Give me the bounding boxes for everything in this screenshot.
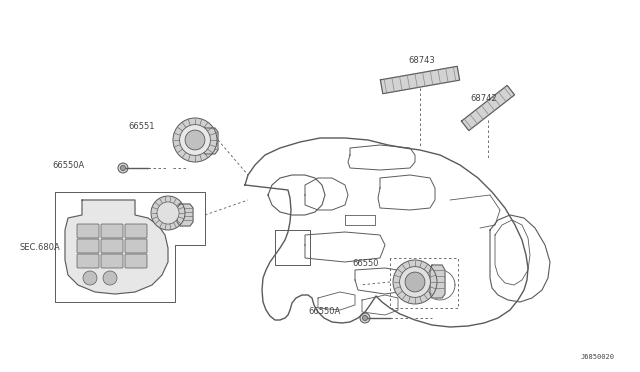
FancyBboxPatch shape: [125, 239, 147, 253]
Circle shape: [120, 166, 125, 170]
Circle shape: [83, 271, 97, 285]
Text: 66551: 66551: [128, 122, 154, 131]
Text: 68743: 68743: [408, 55, 435, 64]
Circle shape: [399, 267, 430, 297]
FancyBboxPatch shape: [125, 224, 147, 238]
Circle shape: [118, 163, 128, 173]
Circle shape: [173, 118, 217, 162]
FancyBboxPatch shape: [101, 224, 123, 238]
Text: SEC.680A: SEC.680A: [20, 244, 61, 253]
Polygon shape: [430, 265, 445, 298]
Polygon shape: [65, 200, 168, 294]
Polygon shape: [177, 204, 193, 226]
FancyBboxPatch shape: [77, 239, 99, 253]
FancyBboxPatch shape: [101, 254, 123, 268]
Text: 66550: 66550: [352, 260, 378, 269]
Text: 66550A: 66550A: [52, 160, 84, 170]
Text: 68742: 68742: [470, 93, 497, 103]
Circle shape: [151, 196, 185, 230]
FancyBboxPatch shape: [101, 239, 123, 253]
FancyBboxPatch shape: [77, 254, 99, 268]
Circle shape: [405, 272, 425, 292]
Circle shape: [180, 125, 211, 155]
Polygon shape: [380, 66, 460, 94]
Text: J6850020: J6850020: [581, 354, 615, 360]
Circle shape: [185, 130, 205, 150]
Circle shape: [103, 271, 117, 285]
FancyBboxPatch shape: [125, 254, 147, 268]
Circle shape: [362, 315, 367, 321]
Polygon shape: [202, 128, 218, 154]
Polygon shape: [461, 86, 515, 131]
Circle shape: [157, 202, 179, 224]
Circle shape: [360, 313, 370, 323]
Text: 66550A: 66550A: [308, 308, 340, 317]
Circle shape: [393, 260, 437, 304]
FancyBboxPatch shape: [77, 224, 99, 238]
